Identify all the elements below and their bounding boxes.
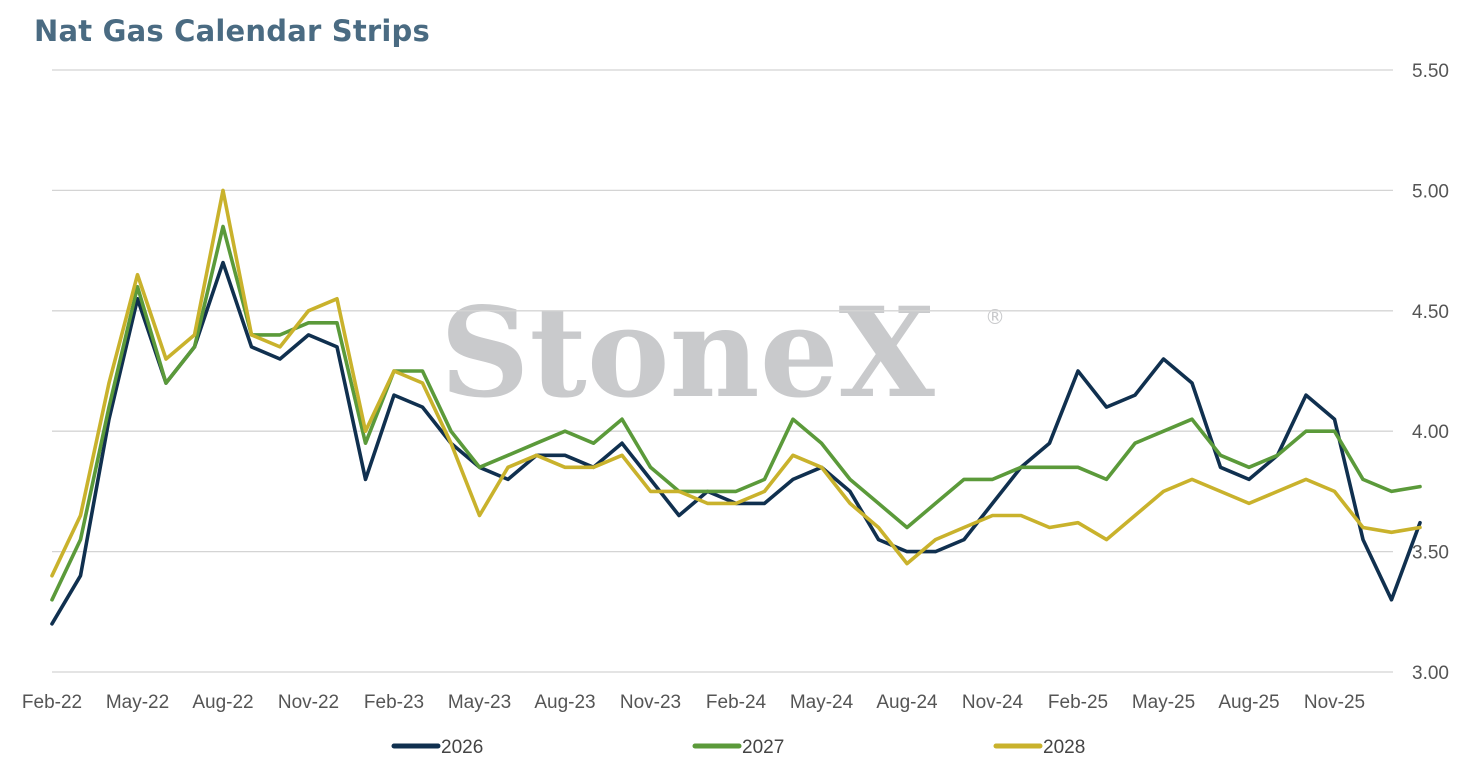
- y-tick-label: 3.50: [1412, 543, 1449, 564]
- legend-label-2028: 2028: [1043, 737, 1085, 758]
- x-tick-label: Aug-23: [534, 692, 595, 713]
- x-tick-label: Nov-24: [962, 692, 1024, 713]
- x-tick-label: Nov-25: [1304, 692, 1365, 713]
- x-tick-label: May-22: [106, 692, 169, 713]
- grid-lines: [52, 69, 1393, 673]
- y-tick-label: 3.00: [1412, 663, 1449, 684]
- watermark-text: StoneX: [440, 281, 936, 426]
- y-tick-label: 5.50: [1412, 61, 1449, 82]
- series-line-2027: [50, 224, 1422, 602]
- x-tick-label: Nov-23: [620, 692, 681, 713]
- chart-title: Nat Gas Calendar Strips: [34, 14, 430, 48]
- x-tick-label: Aug-22: [192, 692, 253, 713]
- y-axis-labels: 5.50 5.00 4.50 4.00 3.50 3.00: [1412, 61, 1449, 684]
- x-tick-label: Aug-24: [876, 692, 938, 713]
- x-tick-label: May-23: [448, 692, 511, 713]
- legend-label-2027: 2027: [742, 737, 784, 758]
- y-tick-label: 4.50: [1412, 302, 1449, 323]
- x-tick-label: May-25: [1132, 692, 1195, 713]
- x-tick-label: Feb-23: [364, 692, 424, 713]
- series-line-2028: [50, 188, 1422, 578]
- series-lines: [50, 188, 1422, 626]
- y-tick-label: 5.00: [1412, 181, 1449, 202]
- x-tick-label: Feb-22: [22, 692, 82, 713]
- legend: 2026 2027 2028: [391, 737, 1085, 758]
- x-tick-label: Aug-25: [1218, 692, 1279, 713]
- y-tick-label: 4.00: [1412, 422, 1449, 443]
- x-axis-labels: Feb-22 May-22 Aug-22 Nov-22 Feb-23 May-23 Aug-…: [22, 692, 1365, 713]
- x-tick-label: Feb-24: [706, 692, 767, 713]
- x-tick-label: Nov-22: [278, 692, 339, 713]
- legend-label-2026: 2026: [441, 737, 483, 758]
- watermark-registered-mark: ®: [985, 305, 1005, 329]
- x-tick-label: May-24: [790, 692, 854, 713]
- x-tick-label: Feb-25: [1048, 692, 1108, 713]
